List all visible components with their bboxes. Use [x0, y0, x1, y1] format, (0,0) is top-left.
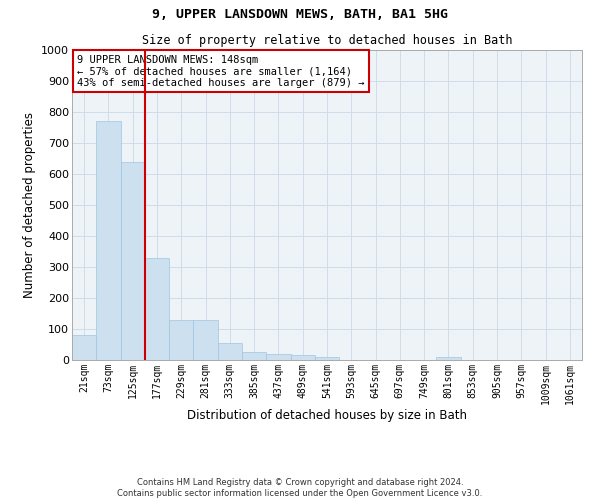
Bar: [218, 343, 242, 360]
Bar: [145, 258, 169, 360]
Bar: [72, 335, 96, 360]
Bar: [290, 356, 315, 360]
Bar: [169, 320, 193, 360]
Bar: [242, 352, 266, 360]
Y-axis label: Number of detached properties: Number of detached properties: [23, 112, 35, 298]
Bar: [266, 354, 290, 360]
Bar: [96, 122, 121, 360]
Text: 9 UPPER LANSDOWN MEWS: 148sqm
← 57% of detached houses are smaller (1,164)
43% o: 9 UPPER LANSDOWN MEWS: 148sqm ← 57% of d…: [77, 54, 365, 88]
Bar: [315, 357, 339, 360]
Bar: [436, 357, 461, 360]
Title: Size of property relative to detached houses in Bath: Size of property relative to detached ho…: [142, 34, 512, 48]
Text: Contains HM Land Registry data © Crown copyright and database right 2024.
Contai: Contains HM Land Registry data © Crown c…: [118, 478, 482, 498]
Bar: [193, 320, 218, 360]
Text: 9, UPPER LANSDOWN MEWS, BATH, BA1 5HG: 9, UPPER LANSDOWN MEWS, BATH, BA1 5HG: [152, 8, 448, 20]
X-axis label: Distribution of detached houses by size in Bath: Distribution of detached houses by size …: [187, 410, 467, 422]
Bar: [121, 162, 145, 360]
